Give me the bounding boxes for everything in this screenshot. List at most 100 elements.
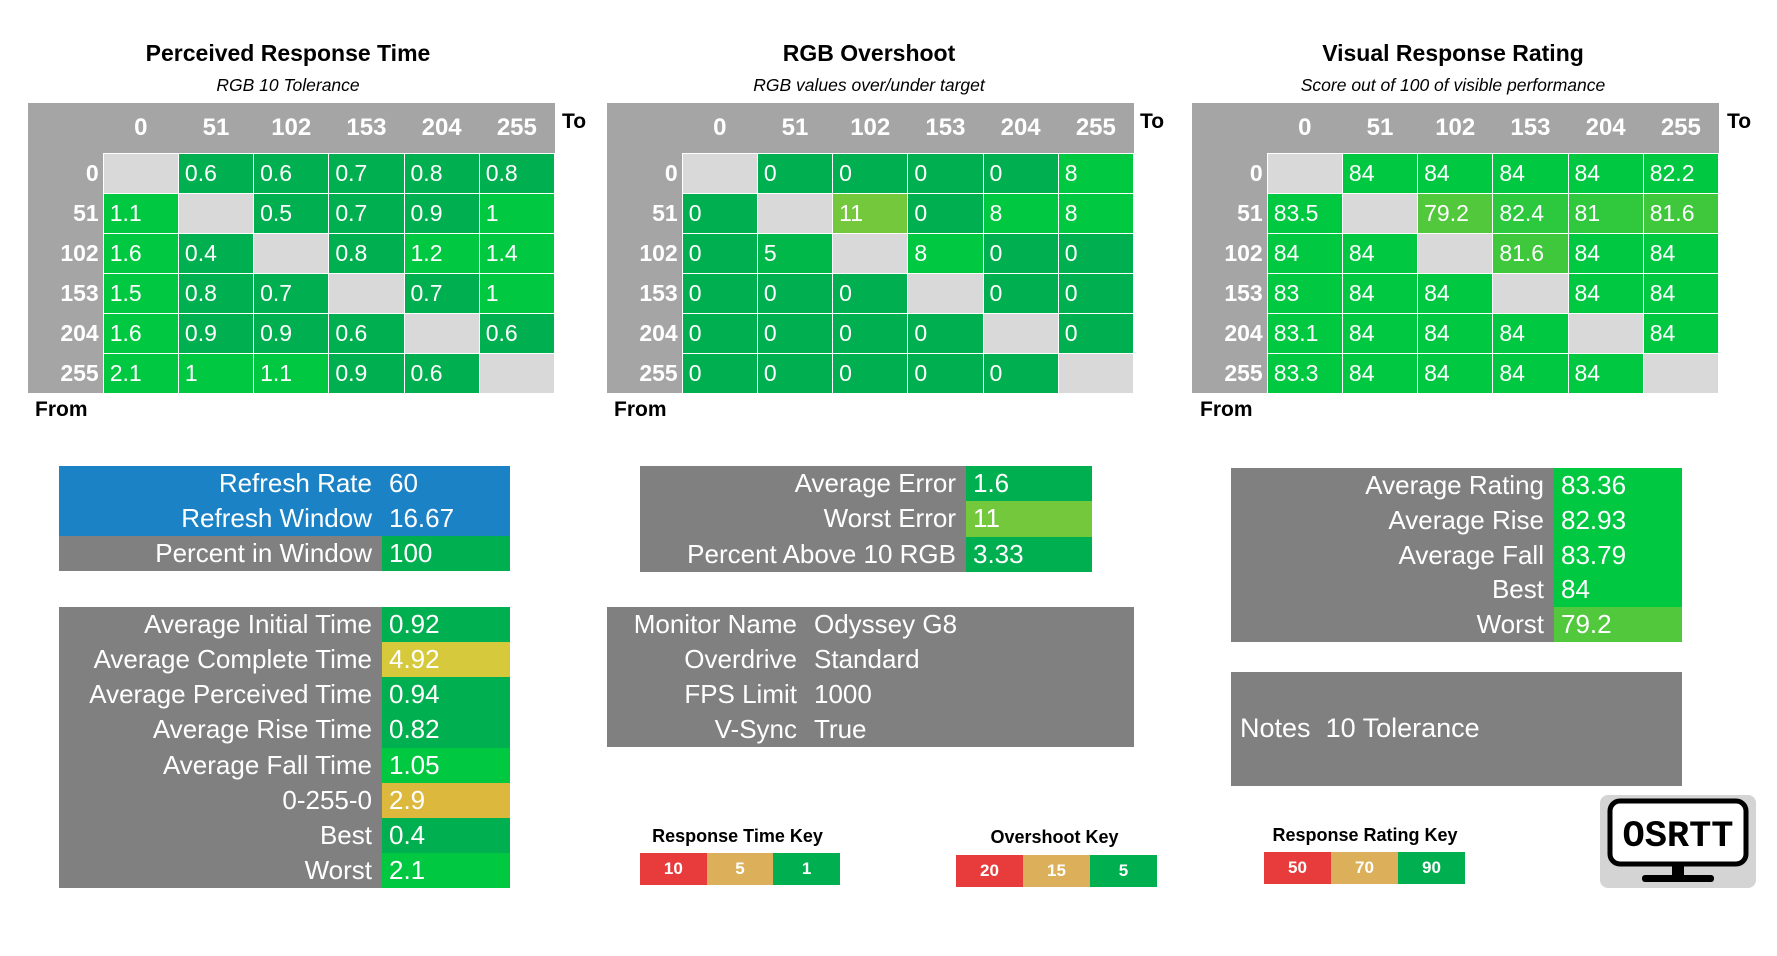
heatmap-diagonal-cell xyxy=(982,312,1059,354)
heatmap-cell: 0 xyxy=(832,272,909,314)
rating-panel-row: Average Fall 83.79 xyxy=(1231,537,1682,573)
rgb-overshoot-heatmap: 0 51 102 153 204 255 0 0 0 0 0 8 51 0 11 0 8 8 102 0 5 8 0 0 153… xyxy=(607,103,1135,394)
heatmap-cell: 84 xyxy=(1341,312,1419,354)
heatmap-cell: 1 xyxy=(177,352,255,394)
heatmap-cell: 0.8 xyxy=(328,232,405,274)
column-header-51: 51 xyxy=(178,103,254,153)
visual-response-rating-heatmap: 0 51 102 153 204 255 0 84 84 84 84 82.2 51 83.5 79.2 82… xyxy=(1192,103,1720,394)
overshoot-key-title: Overshoot Key xyxy=(990,827,1119,847)
monitor-panel-label: FPS Limit xyxy=(684,679,797,709)
row-header-153: 153 xyxy=(28,273,104,313)
refresh-panel-row: Percent in Window 100 xyxy=(59,536,510,571)
heatmap-diagonal-cell xyxy=(177,192,255,234)
time-panel-value: 0.92 xyxy=(382,607,510,643)
heatmap-cell: 1 xyxy=(478,192,556,234)
heatmap-diagonal-cell xyxy=(907,272,984,314)
time-panel-label: Average Rise Time xyxy=(152,714,372,745)
time-panel-row: Average Perceived Time 0.94 xyxy=(59,677,510,713)
heatmap-diagonal-cell xyxy=(1642,352,1720,394)
time-panel-value: 2.9 xyxy=(382,782,510,818)
response-time-summary-panel: Average Initial Time 0.92 Average Complete… xyxy=(59,607,510,888)
row-header-0: 0 xyxy=(607,153,683,193)
time-panel-label: Average Initial Time xyxy=(144,609,372,639)
refresh-panel-value: 16.67 xyxy=(382,501,510,536)
heatmap-cell: 1.2 xyxy=(403,232,480,274)
column-header-102: 102 xyxy=(253,103,329,153)
heatmap-cell: 0.9 xyxy=(253,312,330,354)
heatmap-cell: 0 xyxy=(756,352,834,394)
key-swatch: 70 xyxy=(1331,852,1398,884)
heatmap-cell: 83 xyxy=(1266,272,1343,314)
row-header-0: 0 xyxy=(28,153,104,193)
heatmap-cell: 84 xyxy=(1417,312,1494,354)
monitor-panel-row: Monitor Name Odyssey G8 xyxy=(607,607,1134,642)
error-panel-row: Percent Above 10 RGB 3.33 xyxy=(640,536,1092,572)
heatmap-cell: 0 xyxy=(907,152,984,194)
time-panel-row: 0-255-0 2.9 xyxy=(59,782,510,818)
error-panel-row: Average Error 1.6 xyxy=(640,466,1092,502)
rating-panel-label: Best xyxy=(1491,574,1544,605)
rating-panel-value: 83.79 xyxy=(1554,537,1682,573)
monitor-panel-value: Standard xyxy=(814,644,920,674)
osrtt-logo: OSRTT xyxy=(1600,795,1756,888)
heatmap-cell: 0 xyxy=(756,272,834,314)
monitor-panel-label: V-Sync xyxy=(714,714,797,744)
monitor-icon: OSRTT xyxy=(1607,798,1749,882)
heatmap-cell: 84 xyxy=(1492,312,1569,354)
heatmap-cell: 84 xyxy=(1567,352,1644,394)
time-panel-value: 0.94 xyxy=(382,677,510,713)
time-panel-value: 0.82 xyxy=(382,712,510,748)
key-swatch: 90 xyxy=(1398,852,1465,884)
heatmap-cell: 0.6 xyxy=(253,152,330,194)
heatmap-cell: 84 xyxy=(1567,152,1644,194)
key-swatch: 50 xyxy=(1264,852,1331,884)
heatmap-1-from-label: From xyxy=(614,398,667,421)
heatmap-cell: 0 xyxy=(681,352,758,394)
refresh-rate-panel: Refresh Rate 60 Refresh Window 16.67 Percent… xyxy=(59,466,510,571)
monitor-panel-label: Overdrive xyxy=(684,644,797,674)
heatmap-cell: 81 xyxy=(1567,192,1644,234)
row-header-255: 255 xyxy=(28,353,104,393)
heatmap-2-from-label: From xyxy=(1200,398,1253,421)
key-swatch: 5 xyxy=(706,853,774,885)
key-swatch: 5 xyxy=(1090,855,1157,887)
error-panel-value: 3.33 xyxy=(966,536,1092,572)
heatmap-cell: 0.7 xyxy=(253,272,330,314)
heatmap-cell: 0.8 xyxy=(177,272,255,314)
row-header-204: 204 xyxy=(28,313,104,353)
response-rating-key: 50 70 90 xyxy=(1264,852,1465,884)
heatmap-cell: 0.6 xyxy=(478,312,556,354)
heatmap-cell: 0.7 xyxy=(328,152,405,194)
heatmap-0-to-label: To xyxy=(562,110,587,133)
osrtt-logo-text: OSRTT xyxy=(1622,816,1733,858)
heatmap-cell: 0 xyxy=(756,152,834,194)
heatmap-cell: 0 xyxy=(681,232,758,274)
rgb-overshoot-title: RGB Overshoot xyxy=(782,40,956,66)
rating-panel-row: Best 84 xyxy=(1231,572,1682,608)
refresh-panel-value: 60 xyxy=(382,466,510,501)
response-rating-key-title: Response Rating Key xyxy=(1272,825,1458,845)
heatmap-cell: 1.1 xyxy=(253,352,330,394)
time-panel-row: Average Complete Time 4.92 xyxy=(59,642,510,678)
heatmap-cell: 0.9 xyxy=(403,192,480,234)
row-header-51: 51 xyxy=(1192,193,1268,233)
key-swatch: 15 xyxy=(1023,855,1090,887)
refresh-panel-label: Refresh Rate xyxy=(59,466,382,501)
monitor-panel-value: Odyssey G8 xyxy=(814,609,958,639)
heatmap-diagonal-cell xyxy=(253,232,330,274)
time-panel-value: 0.4 xyxy=(382,817,510,853)
notes-value: 10 Tolerance xyxy=(1325,713,1480,743)
time-panel-label: Best xyxy=(319,819,372,850)
heatmap-cell: 82.2 xyxy=(1642,152,1720,194)
column-header-153: 153 xyxy=(328,103,405,153)
heatmap-diagonal-cell xyxy=(1567,312,1644,354)
heatmap-cell: 83.3 xyxy=(1266,352,1343,394)
rating-panel-label: Worst xyxy=(1476,609,1544,640)
heatmap-diagonal-cell xyxy=(1341,192,1419,234)
heatmap-cell: 84 xyxy=(1642,272,1720,314)
heatmap-cell: 81.6 xyxy=(1492,232,1569,274)
heatmap-cell: 8 xyxy=(1057,152,1135,194)
heatmap-cell: 0.6 xyxy=(177,152,255,194)
column-header-255: 255 xyxy=(1643,103,1719,153)
rating-panel-label: Average Rating xyxy=(1365,470,1544,500)
